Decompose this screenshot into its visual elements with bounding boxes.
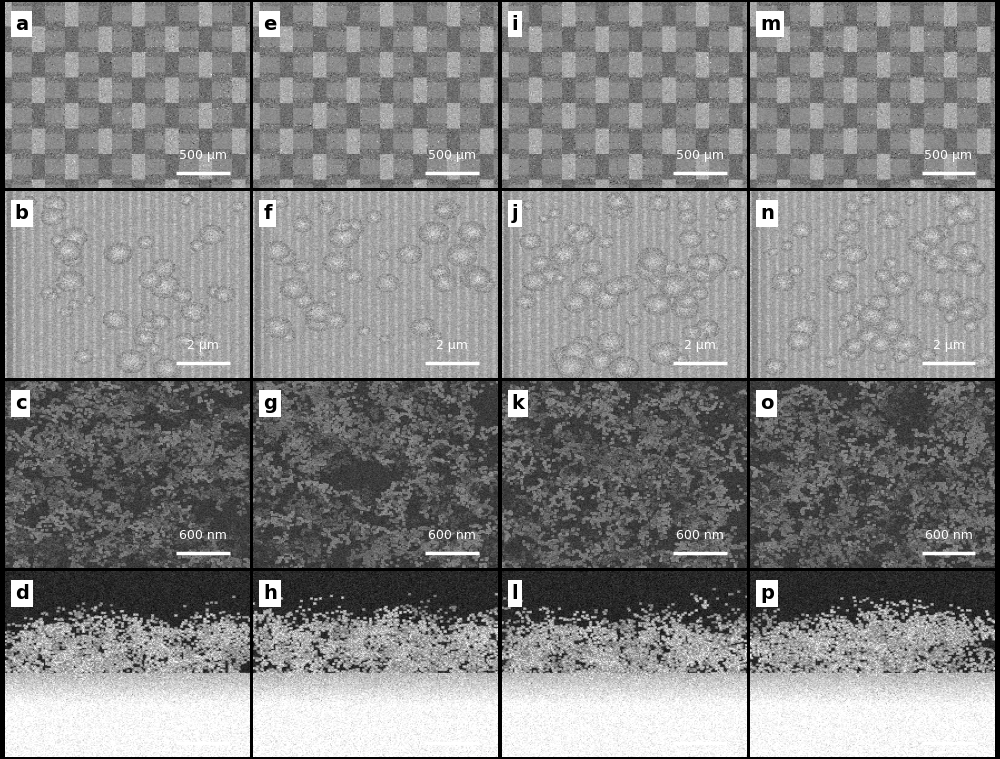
Text: l: l xyxy=(512,584,518,603)
Text: 300 nm: 300 nm xyxy=(428,718,476,732)
Text: e: e xyxy=(263,14,277,33)
Text: 300 nm: 300 nm xyxy=(179,718,227,732)
Text: 500 μm: 500 μm xyxy=(676,150,724,162)
Text: j: j xyxy=(512,204,518,223)
Text: f: f xyxy=(263,204,272,223)
Text: 2 μm: 2 μm xyxy=(436,339,468,352)
Text: a: a xyxy=(15,14,28,33)
Text: 300 nm: 300 nm xyxy=(925,718,972,732)
Text: 300 nm: 300 nm xyxy=(676,718,724,732)
Text: 600 nm: 600 nm xyxy=(925,528,972,542)
Text: 500 μm: 500 μm xyxy=(179,150,227,162)
Text: 600 nm: 600 nm xyxy=(179,528,227,542)
Text: p: p xyxy=(760,584,774,603)
Text: m: m xyxy=(760,14,780,33)
Text: h: h xyxy=(263,584,277,603)
Text: b: b xyxy=(15,204,29,223)
Text: 2 μm: 2 μm xyxy=(933,339,964,352)
Text: 500 μm: 500 μm xyxy=(924,150,972,162)
Text: 2 μm: 2 μm xyxy=(684,339,716,352)
Text: i: i xyxy=(512,14,518,33)
Text: o: o xyxy=(760,394,774,413)
Text: c: c xyxy=(15,394,26,413)
Text: 2 μm: 2 μm xyxy=(187,339,219,352)
Text: d: d xyxy=(15,584,29,603)
Text: n: n xyxy=(760,204,774,223)
Text: 500 μm: 500 μm xyxy=(428,150,476,162)
Text: g: g xyxy=(263,394,277,413)
Text: 600 nm: 600 nm xyxy=(428,528,476,542)
Text: 600 nm: 600 nm xyxy=(676,528,724,542)
Text: k: k xyxy=(512,394,525,413)
